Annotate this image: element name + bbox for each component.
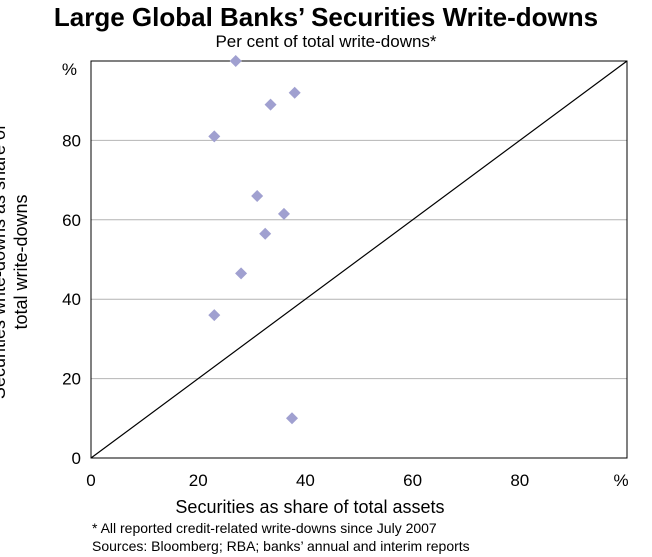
chart-title: Large Global Banks’ Securities Write-dow… [53,2,599,32]
x-tick-label: 20 [189,471,208,490]
y-tick-label: 80 [62,131,81,150]
chart-notes: * All reported credit-related write-down… [92,519,470,555]
data-points [208,55,301,425]
reference-diagonal-line [90,60,628,459]
data-point-2 [288,86,301,99]
y-tick-label: 60 [62,211,81,230]
grid-lines [91,139,627,380]
footnote: * All reported credit-related write-down… [92,520,437,536]
data-point-8 [235,267,248,280]
data-point-1 [229,55,242,67]
tick-labels: 0 20 40 60 80 0 20 40 60 80 [62,131,529,490]
y-axis-unit: % [62,60,77,79]
data-point-5 [251,189,264,202]
x-tick-label: 60 [403,471,422,490]
x-tick-label: 40 [296,471,315,490]
x-tick-label: 80 [510,471,529,490]
y-tick-label: 0 [72,449,81,468]
x-axis-label: Securities as share of total assets [175,497,445,517]
data-point-10 [286,412,298,425]
chart-subtitle: Per cent of total write-downs* [215,32,437,51]
data-point-6 [277,207,290,220]
sources-note: Sources: Bloomberg; RBA; banks’ annual a… [92,538,470,554]
y-tick-label: 40 [62,290,81,309]
scatter-chart: 0 20 40 60 80 0 20 40 60 80 % % [62,55,629,490]
data-point-7 [259,227,272,240]
x-tick-label: 0 [86,471,95,490]
y-tick-label: 20 [62,370,81,389]
x-axis-unit: % [613,471,628,490]
data-point-9 [208,309,221,322]
plot-frame [90,60,628,459]
data-point-3 [264,98,277,111]
data-point-4 [208,130,221,143]
